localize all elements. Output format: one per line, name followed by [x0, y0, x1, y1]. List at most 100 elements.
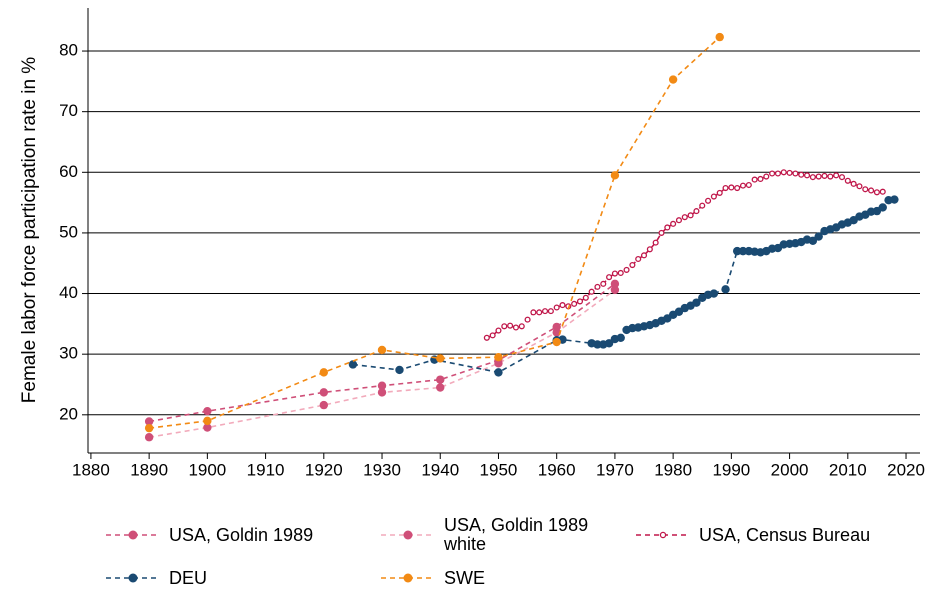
point: [319, 388, 329, 397]
point: [715, 32, 724, 42]
point: [786, 169, 793, 176]
point: [745, 181, 752, 189]
point: [377, 388, 387, 397]
legend-symbol: [381, 573, 435, 583]
legend-symbol: [381, 530, 435, 540]
point: [732, 246, 742, 256]
point: [710, 193, 717, 200]
y-tick-label: 50: [59, 222, 78, 241]
x-tick-label: 1990: [712, 460, 750, 479]
point: [739, 182, 747, 189]
point: [436, 354, 445, 363]
point: [838, 174, 846, 181]
point: [606, 274, 613, 281]
point: [547, 308, 554, 315]
point: [890, 195, 899, 204]
point: [436, 383, 445, 392]
point: [780, 169, 787, 176]
legend-item: SWE: [380, 558, 485, 598]
series-line: [149, 36, 721, 429]
point: [552, 337, 561, 347]
point: [436, 375, 445, 384]
point: [617, 269, 624, 276]
point: [144, 433, 154, 442]
legend-label: USA, Census Bureau: [699, 524, 871, 545]
point: [792, 170, 799, 177]
point: [559, 302, 566, 309]
x-tick-label: 1950: [480, 460, 518, 479]
legend-item: USA, Goldin 1989: [105, 515, 313, 555]
legend-item: DEU: [105, 558, 207, 598]
y-tick-label: 40: [59, 283, 78, 302]
point: [844, 177, 851, 184]
point: [377, 345, 387, 355]
legend-marker: [128, 573, 138, 583]
point: [873, 189, 880, 196]
point: [670, 220, 677, 227]
point: [769, 170, 776, 177]
legend-symbol: [106, 573, 160, 583]
point: [652, 239, 659, 246]
point: [709, 289, 719, 298]
point: [774, 170, 781, 177]
point: [203, 423, 212, 432]
point: [815, 173, 822, 180]
point: [616, 333, 625, 343]
point: [594, 283, 601, 290]
legend-item: USA, Census Bureau: [635, 515, 870, 555]
x-tick-label: 2020: [887, 460, 925, 479]
legend-marker: [403, 530, 413, 540]
point: [722, 185, 729, 192]
point: [348, 360, 358, 369]
point: [738, 246, 748, 256]
series-line: [148, 283, 616, 423]
point: [203, 416, 212, 426]
point: [571, 300, 578, 307]
point: [640, 252, 648, 259]
point: [144, 423, 154, 433]
point: [203, 406, 212, 416]
point: [536, 309, 543, 316]
x-tick-label: 1980: [654, 460, 692, 479]
point: [635, 255, 642, 263]
point: [856, 183, 863, 190]
point: [675, 217, 683, 224]
point: [827, 173, 834, 180]
x-tick-label: 1900: [188, 460, 226, 479]
y-tick-label: 60: [59, 162, 78, 181]
x-tick-label: 1960: [538, 460, 576, 479]
legend-marker: [128, 530, 138, 540]
point: [658, 229, 665, 236]
x-tick-label: 2010: [829, 460, 867, 479]
point: [879, 188, 886, 195]
legend-label: USA, Goldin 1989 white: [444, 515, 589, 554]
legend-marker: [659, 531, 667, 539]
point: [751, 176, 758, 183]
point: [524, 316, 531, 323]
point: [610, 279, 620, 289]
x-tick-label: 1890: [130, 460, 168, 479]
y-tick-label: 70: [59, 101, 78, 120]
point: [757, 175, 764, 183]
point: [808, 236, 818, 246]
point: [541, 308, 549, 315]
point: [501, 323, 508, 330]
point: [593, 340, 602, 349]
point: [798, 171, 805, 178]
point: [494, 353, 503, 362]
point: [507, 322, 514, 329]
chart: Female labor force participation rate in…: [19, 8, 925, 479]
legend-item: USA, Goldin 1989 white: [380, 515, 624, 555]
y-axis-label: Female labor force participation rate in…: [19, 57, 40, 403]
point: [687, 212, 694, 219]
point: [734, 185, 741, 192]
point: [495, 327, 502, 334]
point: [377, 381, 387, 390]
point: [588, 288, 595, 295]
point: [803, 172, 811, 179]
point: [716, 189, 723, 196]
point: [821, 172, 828, 179]
point: [319, 368, 329, 377]
point: [600, 280, 607, 287]
